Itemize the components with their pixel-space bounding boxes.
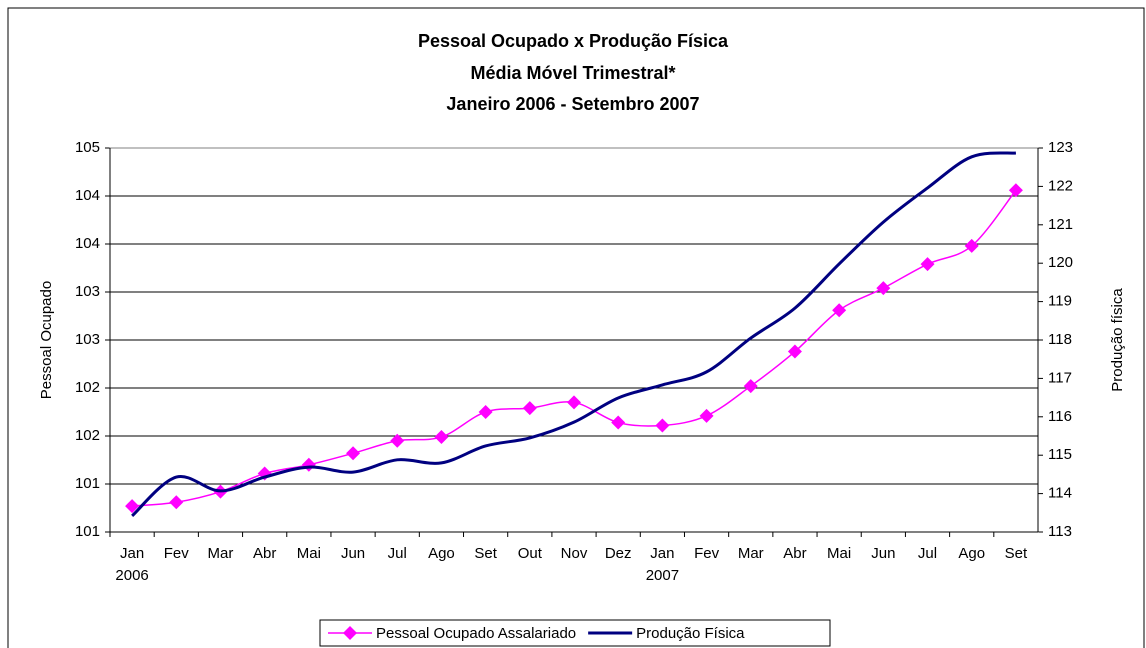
data-point [434,429,449,444]
x-tick-label: Dez [605,545,632,562]
x-tick-label: Abr [783,545,806,562]
data-point [920,257,935,272]
x-tick-label: Ago [428,545,455,562]
y2-tick-label: 116 [1048,408,1072,425]
x-tick-label: Jan [120,545,144,562]
legend-marker [343,626,357,640]
y-tick-label: 104 [75,187,100,204]
legend-label: Pessoal Ocupado Assalariado [376,625,576,642]
x-tick-label: Set [1005,545,1028,562]
y-tick-label: 104 [75,235,100,252]
y2-tick-label: 118 [1048,331,1072,348]
y-tick-label: 105 [75,139,100,156]
data-point [964,238,979,253]
data-point [611,415,626,430]
y-tick-label: 101 [75,475,100,492]
data-point [655,418,670,433]
x-tick-label: Ago [958,545,985,562]
x-tick-label: Mar [208,545,234,562]
chart-title: Pessoal Ocupado x Produção Física [418,31,729,51]
data-point [832,303,847,318]
y2-tick-label: 117 [1048,369,1072,386]
y2-tick-label: 115 [1048,446,1072,463]
x-tick-label: Jan [650,545,674,562]
x-tick-label: Jul [918,545,937,562]
data-point [787,344,802,359]
x-tick-label: Mai [827,545,851,562]
data-point [478,405,493,419]
x-tick-label: Jun [871,545,895,562]
data-point [346,446,361,461]
data-point [876,281,891,296]
y2-tick-label: 113 [1048,523,1072,540]
y-tick-label: 102 [75,379,100,396]
data-point [1008,183,1023,198]
y2-tick-label: 121 [1048,216,1073,233]
x-tick-label: Nov [561,545,588,562]
data-point [522,401,537,416]
x-tick-label: Set [474,545,497,562]
data-point [743,379,758,394]
chart-border [7,7,1145,648]
y2-tick-label: 122 [1048,177,1073,194]
y-axis-title: Pessoal Ocupado [38,281,55,399]
x-tick-label: Fev [694,545,720,562]
data-point [169,495,184,510]
x-tick-label: 2006 [115,567,148,584]
y2-tick-label: 120 [1048,254,1073,271]
data-point [125,499,140,514]
x-tick-label: 2007 [646,567,679,584]
data-point [567,395,581,410]
y2-tick-label: 114 [1048,485,1072,502]
x-tick-label: Abr [253,545,276,562]
x-tick-label: Mai [297,545,321,562]
x-tick-label: Mar [738,545,764,562]
series-line [131,151,1017,517]
y-tick-label: 102 [75,427,100,444]
chart-subtitle: Janeiro 2006 - Setembro 2007 [446,94,699,114]
chart-subtitle: Média Móvel Trimestral* [470,63,675,83]
y2-axis-title: Produção física [1109,288,1126,392]
y-tick-label: 101 [75,523,100,540]
data-point [699,408,714,423]
legend [319,619,831,647]
x-tick-label: Jul [388,545,407,562]
y2-tick-label: 123 [1048,139,1073,156]
x-tick-label: Fev [164,545,190,562]
y-tick-label: 103 [75,331,100,348]
x-tick-label: Out [518,545,543,562]
y2-tick-label: 119 [1048,293,1072,310]
legend-label: Produção Física [636,625,745,642]
x-tick-label: Jun [341,545,365,562]
y-tick-label: 103 [75,283,100,300]
data-point [390,433,405,448]
